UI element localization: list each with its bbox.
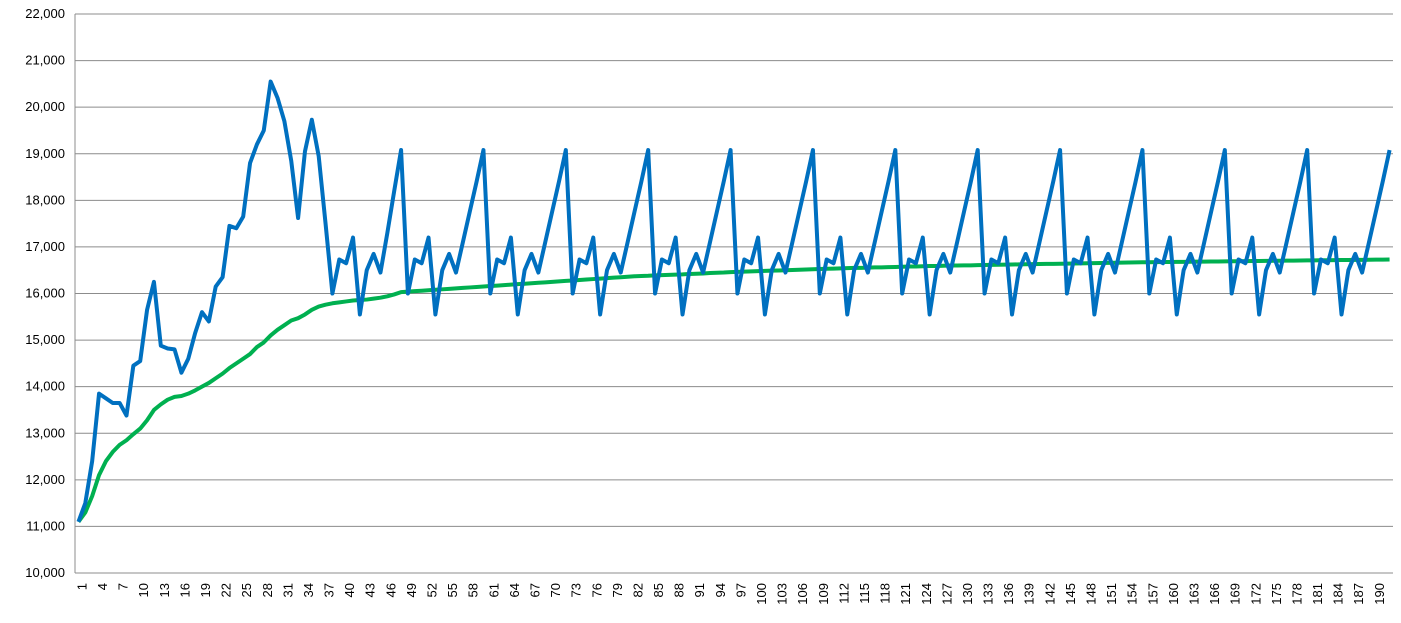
x-tick-label: 1 [74,583,89,590]
x-tick-label: 130 [960,583,975,605]
y-tick-label: 19,000 [25,146,65,161]
x-tick-label: 172 [1248,583,1263,605]
x-tick-label: 151 [1104,583,1119,605]
y-tick-label: 17,000 [25,239,65,254]
x-tick-label: 82 [630,583,645,597]
x-tick-label: 178 [1289,583,1304,605]
x-tick-label: 97 [733,583,748,597]
x-tick-label: 181 [1310,583,1325,605]
x-tick-label: 169 [1228,583,1243,605]
x-tick-label: 70 [548,583,563,597]
x-tick-label: 127 [939,583,954,605]
y-tick-label: 10,000 [25,565,65,580]
y-tick-label: 11,000 [26,518,65,533]
x-tick-label: 73 [569,583,584,597]
y-tick-label: 21,000 [25,53,65,68]
y-tick-label: 14,000 [25,379,65,394]
x-tick-label: 46 [383,583,398,597]
y-tick-label: 22,000 [25,6,65,21]
y-tick-label: 15,000 [25,332,65,347]
x-tick-label: 154 [1125,583,1140,605]
x-tick-label: 103 [775,583,790,605]
x-tick-label: 58 [466,583,481,597]
x-tick-label: 118 [878,583,893,604]
x-tick-label: 187 [1351,583,1366,605]
x-tick-label: 67 [527,583,542,597]
x-tick-label: 85 [651,583,666,597]
x-tick-label: 184 [1331,583,1346,605]
x-tick-label: 94 [713,583,728,597]
x-tick-label: 139 [1022,583,1037,605]
series-line [76,257,1390,523]
x-tick-label: 142 [1042,583,1057,605]
x-tick-label: 10 [136,583,151,597]
x-tick-label: 22 [219,583,234,597]
x-tick-label: 13 [157,583,172,597]
x-tick-label: 55 [445,583,460,597]
x-tick-label: 106 [795,583,810,605]
x-tick-label: 19 [198,583,213,597]
x-tick-label: 157 [1145,583,1160,605]
x-tick-label: 37 [322,583,337,597]
y-tick-label: 12,000 [25,472,65,487]
x-tick-label: 4 [95,583,110,590]
y-tick-label: 18,000 [25,192,65,207]
x-tick-label: 145 [1063,583,1078,605]
x-tick-label: 115 [857,583,872,604]
x-tick-label: 49 [404,583,419,597]
y-tick-label: 20,000 [25,99,65,114]
y-tick-label: 16,000 [25,286,65,301]
x-tick-label: 25 [239,583,254,597]
x-tick-label: 109 [816,583,831,605]
series-line [76,79,1392,523]
x-tick-label: 34 [301,583,316,597]
x-tick-label: 76 [589,583,604,597]
x-tick-label: 79 [610,583,625,597]
x-tick-label: 31 [280,583,295,597]
x-tick-label: 133 [981,583,996,605]
x-tick-label: 40 [342,583,357,597]
x-tick-label: 91 [692,583,707,597]
x-tick-label: 163 [1186,583,1201,605]
x-tick-label: 100 [754,583,769,605]
x-tick-label: 28 [260,583,275,597]
x-tick-label: 112 [836,583,851,604]
x-tick-label: 7 [116,583,131,590]
x-tick-label: 61 [486,583,501,597]
x-tick-label: 175 [1269,583,1284,605]
x-tick-label: 16 [177,583,192,597]
x-tick-label: 64 [507,583,522,597]
x-tick-label: 148 [1084,583,1099,605]
x-tick-label: 124 [919,583,934,605]
x-tick-label: 160 [1166,583,1181,605]
x-tick-label: 52 [425,583,440,597]
x-tick-label: 190 [1372,583,1387,605]
x-tick-label: 136 [1001,583,1016,605]
x-tick-label: 43 [363,583,378,597]
x-tick-label: 88 [672,583,687,597]
x-tick-label: 166 [1207,583,1222,605]
y-tick-label: 13,000 [25,425,65,440]
x-tick-label: 121 [898,583,913,605]
